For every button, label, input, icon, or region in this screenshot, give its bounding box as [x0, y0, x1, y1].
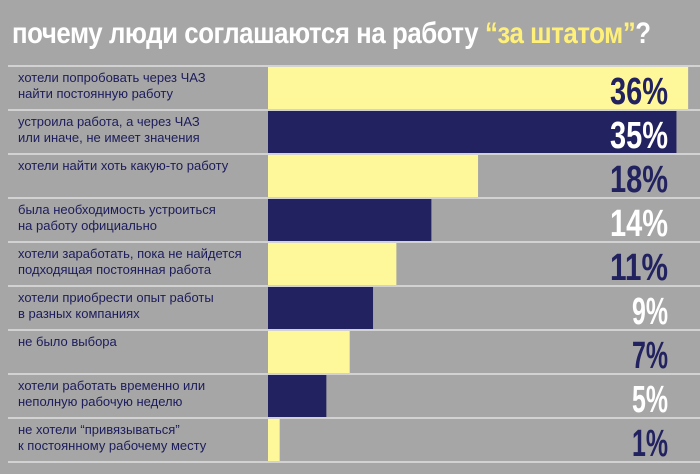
value-label: 7% — [632, 335, 668, 377]
bar — [268, 67, 689, 109]
category-label: хотели приобрести опыт работы в разных ко… — [18, 290, 214, 321]
bar — [268, 419, 280, 461]
category-label: была необходимость устроиться на работу о… — [18, 202, 216, 233]
category-label: хотели работать временно или неполную раб… — [18, 378, 205, 409]
title-question-mark: ? — [635, 17, 651, 50]
value-label: 18% — [610, 159, 668, 201]
value-label: 9% — [632, 291, 668, 333]
category-label: не было выбора — [18, 334, 118, 349]
category-label: хотели заработать, пока не найдется подхо… — [18, 246, 242, 277]
bar — [268, 199, 432, 241]
bar — [268, 155, 479, 197]
bar — [268, 111, 677, 153]
value-label: 35% — [610, 115, 668, 157]
value-label: 36% — [610, 71, 668, 113]
title-highlight-text: “за штатом” — [484, 17, 636, 50]
bar — [268, 287, 374, 329]
category-label: хотели найти хоть какую-то работу — [18, 158, 229, 173]
category-label: хотели попробовать через ЧАЗ найти постоя… — [18, 70, 206, 101]
chart-title: почему люди соглашаются на работу “за шт… — [12, 14, 651, 54]
value-label: 1% — [632, 423, 668, 465]
category-label: устроила работа, а через ЧАЗ или иначе, н… — [18, 114, 200, 145]
bar — [268, 375, 327, 417]
title-main-text: почему люди соглашаются на работу — [12, 17, 485, 50]
value-label: 11% — [610, 247, 668, 289]
value-label: 5% — [632, 379, 668, 421]
bar — [268, 331, 350, 373]
bar — [268, 243, 397, 285]
value-label: 14% — [610, 203, 668, 245]
category-label: не хотели “привязываться” к постоянному р… — [18, 422, 207, 453]
